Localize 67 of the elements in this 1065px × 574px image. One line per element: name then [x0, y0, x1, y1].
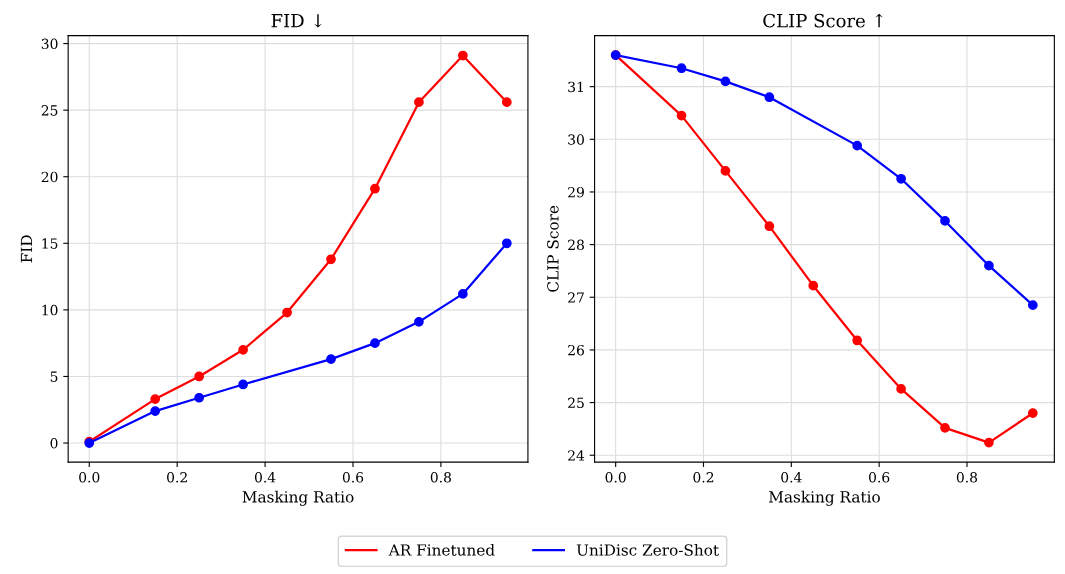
x-tick-label: 0.8 [430, 472, 451, 483]
point [720, 76, 731, 87]
point [326, 354, 336, 365]
y-tick-label: 25 [568, 397, 584, 409]
point [764, 221, 775, 232]
y-tick-label: 24 [568, 450, 585, 461]
point [414, 317, 424, 327]
point [370, 183, 380, 194]
y-tick-label: 0 [50, 438, 58, 449]
point [501, 238, 512, 249]
point [194, 371, 205, 382]
point [1027, 300, 1038, 311]
x-tick-label: 0.0 [79, 472, 100, 483]
x-tick-label: 0.4 [781, 472, 802, 483]
point [326, 254, 336, 265]
x-tick-label: 0.6 [869, 472, 890, 483]
point [370, 338, 380, 349]
point [764, 92, 775, 103]
point [720, 166, 731, 176]
x-tick-label: 0.6 [342, 472, 364, 483]
x-tick-label: 0.0 [605, 472, 626, 483]
point [676, 110, 687, 121]
point [150, 406, 161, 416]
legend-label: AR Finetuned [388, 543, 495, 556]
point [238, 344, 248, 355]
y-tick-label: 27 [568, 292, 584, 303]
point [940, 422, 950, 433]
point [808, 280, 819, 291]
y-tick-label: 30 [568, 134, 584, 145]
point [458, 289, 468, 299]
point [940, 216, 950, 226]
y-axis-title: FID [20, 235, 33, 263]
point [896, 173, 906, 184]
y-tick-label: 31 [568, 81, 583, 93]
point [984, 260, 994, 271]
y-axis-title: CLIP Score [547, 205, 559, 292]
y-tick-label: 5 [50, 371, 58, 382]
chart-title: CLIP Score ↑ [763, 13, 883, 28]
point [282, 307, 292, 318]
point [501, 97, 512, 108]
point [458, 50, 468, 61]
y-tick-label: 30 [41, 38, 58, 50]
point [852, 140, 863, 151]
point [984, 437, 994, 448]
x-tick-label: 0.2 [693, 472, 714, 483]
y-tick-label: 29 [568, 186, 584, 198]
point [852, 335, 863, 346]
x-tick-label: 0.4 [254, 472, 276, 483]
legend-label: UniDisc Zero-Shot [576, 543, 719, 556]
point [194, 392, 205, 403]
x-tick-label: 0.2 [167, 472, 187, 483]
point [676, 63, 687, 74]
x-axis-title: Masking Ratio [242, 490, 354, 506]
chart-title: FID ↓ [271, 14, 322, 28]
y-tick-label: 28 [568, 239, 584, 251]
y-tick-label: 26 [568, 344, 584, 356]
y-tick-label: 20 [41, 171, 58, 183]
x-tick-label: 0.8 [956, 472, 978, 483]
y-tick-label: 25 [41, 105, 58, 116]
point [238, 379, 248, 390]
y-tick-label: 10 [42, 304, 58, 316]
point [414, 97, 424, 108]
point [896, 384, 906, 394]
y-tick-label: 15 [42, 238, 58, 249]
point [150, 394, 161, 404]
x-axis-title: Masking Ratio [769, 490, 880, 506]
point [1027, 408, 1038, 418]
